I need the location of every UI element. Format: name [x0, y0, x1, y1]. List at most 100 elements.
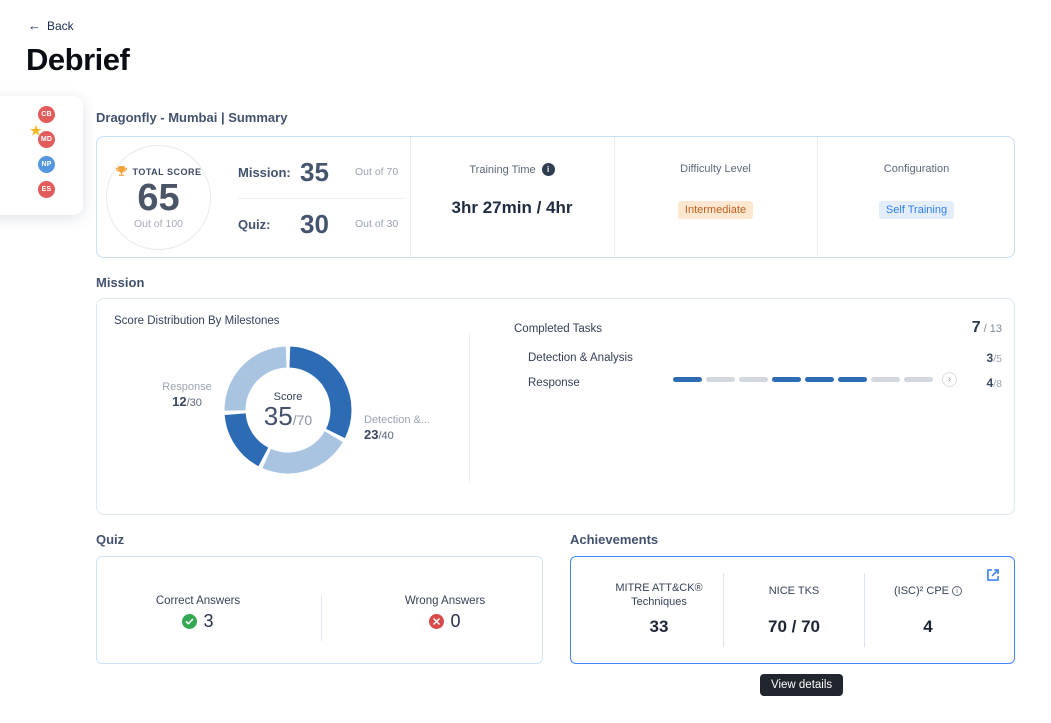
- star-icon: ★: [30, 123, 42, 138]
- donut-segment: [288, 346, 352, 439]
- mission-score-row: Mission: 35 Out of 70: [238, 147, 400, 197]
- mission-quiz-scores: Mission: 35 Out of 70 Quiz: 30 Out of 30: [238, 147, 410, 249]
- avatar-md[interactable]: MD ★: [30, 123, 55, 148]
- training-time-value: 3hr 27min / 4hr: [451, 198, 573, 217]
- difficulty-badge: Intermediate: [677, 201, 754, 219]
- quiz-card: Correct Answers 3 Wrong Answers 0: [96, 556, 543, 664]
- completed-tasks-total: / 13: [980, 323, 1002, 335]
- donut-segment: [262, 430, 343, 474]
- isc-value: 4: [923, 617, 933, 636]
- quiz-score-sub: Out of 30: [355, 218, 399, 230]
- achievement-mitre: MITRE ATT&CK® Techniques 33: [594, 581, 724, 636]
- completed-tasks-value: 7: [971, 319, 981, 336]
- cpe-info-icon[interactable]: i: [952, 586, 962, 596]
- task-segment-pending: [739, 377, 768, 382]
- back-arrow-icon: ←: [28, 18, 41, 33]
- mission-score-sub: Out of 70: [355, 166, 399, 178]
- donut-center: Score 35/70: [223, 345, 353, 475]
- correct-answers-value: 3: [203, 611, 214, 631]
- donut-chart: [224, 346, 352, 474]
- configuration-label: Configuration: [883, 163, 950, 175]
- participants-panel: CB MD ★ NP ES: [0, 96, 83, 215]
- row-divider: [238, 198, 405, 199]
- achievements-card: MITRE ATT&CK® Techniques 33 NICE TKS 70 …: [570, 556, 1015, 664]
- quiz-score-label: Quiz:: [238, 216, 271, 232]
- mitre-value: 33: [649, 617, 669, 636]
- donut-label-response: Response 12/30: [162, 381, 212, 409]
- summary-card: TOTAL SCORE 65 Out of 100 Mission: 35 Ou…: [96, 136, 1015, 258]
- panel-divider: [723, 573, 724, 647]
- task-segment-done: [805, 377, 834, 382]
- training-time-label: Training Time: [469, 163, 536, 176]
- task-segment-done: [772, 377, 801, 382]
- summary-header: Dragonfly - Mumbai | Summary: [96, 110, 288, 125]
- task-row-detection: Detection & Analysis 3/5: [528, 351, 1002, 365]
- back-link[interactable]: ← Back: [28, 18, 74, 33]
- info-icon[interactable]: i: [541, 163, 555, 176]
- check-circle-icon: [182, 614, 198, 629]
- achievements-section-label: Achievements: [570, 532, 659, 547]
- nice-value: 70 / 70: [768, 617, 820, 636]
- milestones-donut: Score 35/70: [223, 345, 353, 475]
- page-title: Debrief: [26, 42, 130, 77]
- trophy-icon: [116, 166, 128, 176]
- task-segment-done: [838, 377, 867, 382]
- nice-label: NICE TKS: [768, 585, 820, 597]
- isc-label: (ISC)² CPE: [894, 585, 949, 597]
- back-label: Back: [47, 18, 74, 33]
- wrong-answers-block: Wrong Answers 0: [365, 595, 525, 632]
- total-score-circle: TOTAL SCORE 65 Out of 100: [106, 145, 211, 250]
- difficulty-column: Difficulty Level Intermediate: [614, 137, 817, 257]
- mission-section-label: Mission: [96, 275, 145, 290]
- panel-divider: [864, 573, 865, 647]
- task-progress-bar: [673, 377, 933, 382]
- panel-divider: [321, 595, 322, 641]
- training-time-column: Training Time i 3hr 27min / 4hr: [410, 137, 614, 257]
- donut-label-detection: Detection &... 23/40: [364, 414, 431, 442]
- achievement-isc: (ISC)² CPE i 4: [863, 581, 993, 636]
- configuration-badge: Self Training: [878, 201, 955, 219]
- task-row-response: Response 4/8: [528, 376, 1002, 390]
- column-divider: [410, 137, 411, 257]
- quiz-score-value: 30: [300, 208, 329, 239]
- donut-segment: [224, 346, 288, 411]
- column-divider: [614, 137, 615, 257]
- avatar-np[interactable]: NP: [38, 156, 55, 173]
- panel-divider: [469, 334, 470, 482]
- mitre-label: MITRE ATT&CK® Techniques: [615, 582, 703, 608]
- mission-score-label: Mission:: [238, 164, 291, 180]
- completed-tasks-label: Completed Tasks: [514, 323, 602, 335]
- mission-card: Score Distribution By Milestones Score 3…: [96, 298, 1015, 515]
- donut-center-value: 35: [263, 400, 293, 431]
- donut-segment: [224, 412, 269, 467]
- avatar-es[interactable]: ES: [38, 181, 55, 198]
- column-divider: [817, 137, 818, 257]
- achievement-nice: NICE TKS 70 / 70: [729, 581, 859, 636]
- completed-tasks-header: Completed Tasks 7 / 13: [514, 319, 1002, 337]
- total-score-label: TOTAL SCORE: [115, 165, 201, 178]
- donut-center-total: /70: [292, 411, 313, 428]
- task-segment-pending: [871, 377, 900, 382]
- view-details-tooltip[interactable]: View details: [760, 674, 844, 696]
- quiz-score-row: Quiz: 30 Out of 30: [238, 199, 400, 249]
- correct-answers-label: Correct Answers: [155, 595, 241, 607]
- wrong-answers-value: 0: [450, 611, 461, 631]
- task-segment-pending: [706, 377, 735, 382]
- total-score-value: 65: [137, 177, 180, 219]
- mission-score-value: 35: [300, 156, 329, 187]
- donut-center-label: Score: [273, 390, 303, 403]
- task-segment-pending: [904, 377, 933, 382]
- avatar-cb[interactable]: CB: [38, 106, 55, 123]
- task-segment-done: [673, 377, 702, 382]
- external-link-icon[interactable]: [984, 566, 1002, 584]
- configuration-column: Configuration Self Training: [817, 137, 1016, 257]
- correct-answers-block: Correct Answers 3: [118, 595, 278, 632]
- x-circle-icon: [429, 614, 445, 629]
- quiz-section-label: Quiz: [96, 532, 125, 547]
- difficulty-label: Difficulty Level: [680, 163, 751, 175]
- total-score-sub: Out of 100: [133, 218, 184, 230]
- wrong-answers-label: Wrong Answers: [404, 595, 486, 607]
- chevron-right-icon[interactable]: ›: [942, 372, 957, 387]
- milestones-chart-title: Score Distribution By Milestones: [114, 315, 280, 327]
